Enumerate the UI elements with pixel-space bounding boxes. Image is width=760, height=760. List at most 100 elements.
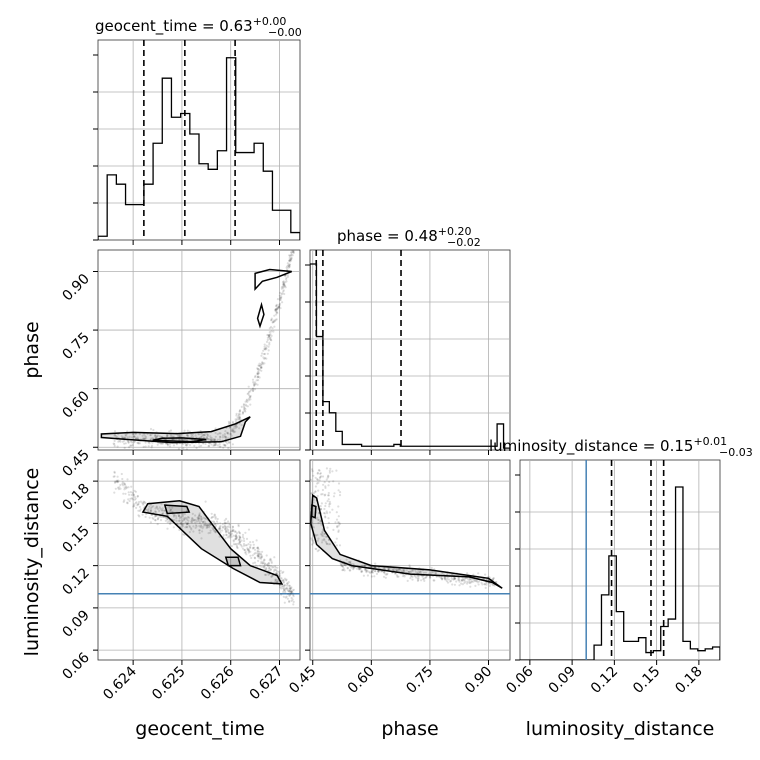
sample-point bbox=[256, 554, 259, 557]
sample-point bbox=[347, 560, 350, 564]
sample-point bbox=[279, 307, 282, 310]
sample-point bbox=[223, 522, 227, 525]
sample-point bbox=[244, 544, 247, 547]
sample-point bbox=[322, 535, 325, 538]
sample-point bbox=[441, 577, 444, 581]
sample-point bbox=[263, 564, 266, 567]
sample-point bbox=[158, 506, 161, 509]
sample-point bbox=[234, 424, 237, 427]
sample-point bbox=[251, 547, 255, 550]
sample-point bbox=[126, 502, 129, 505]
sample-point bbox=[288, 254, 291, 257]
sample-point bbox=[321, 539, 324, 542]
sample-point bbox=[401, 575, 405, 578]
sample-point bbox=[277, 305, 280, 308]
sample-point bbox=[226, 536, 229, 539]
sample-point bbox=[227, 447, 230, 450]
sample-point bbox=[149, 427, 153, 431]
sample-point bbox=[184, 521, 187, 524]
sample-point bbox=[252, 562, 255, 565]
sample-point bbox=[166, 434, 169, 437]
panel-luminosity-distance-hist bbox=[519, 459, 721, 661]
sample-point bbox=[282, 590, 285, 594]
sample-point bbox=[275, 308, 278, 311]
sample-point bbox=[342, 567, 345, 570]
sample-point bbox=[269, 325, 273, 329]
sample-point bbox=[468, 579, 471, 583]
sample-point bbox=[364, 568, 367, 571]
sample-point bbox=[339, 491, 342, 494]
sample-point bbox=[214, 516, 217, 519]
contour-core bbox=[224, 556, 242, 567]
sample-point bbox=[240, 424, 243, 427]
sample-point bbox=[243, 409, 246, 412]
sample-point bbox=[402, 568, 405, 571]
sample-point bbox=[423, 579, 426, 583]
sample-point bbox=[280, 286, 283, 289]
sample-point bbox=[290, 256, 293, 259]
sample-point bbox=[137, 502, 140, 505]
sample-point bbox=[197, 518, 200, 521]
sample-point bbox=[331, 508, 334, 511]
sample-point bbox=[259, 366, 262, 369]
title-phase: phase = 0.48+0.20 bbox=[337, 225, 472, 245]
sample-point bbox=[402, 570, 405, 573]
sample-point bbox=[113, 439, 116, 443]
sample-point bbox=[178, 519, 181, 522]
sample-point bbox=[187, 516, 191, 519]
sample-point bbox=[282, 579, 285, 582]
sample-point bbox=[335, 469, 338, 472]
sample-point bbox=[178, 514, 181, 517]
sample-point bbox=[272, 565, 275, 569]
sample-point bbox=[185, 448, 188, 450]
y-tick-label: 0.75 bbox=[59, 330, 92, 363]
sample-point bbox=[126, 478, 129, 481]
sample-point bbox=[263, 559, 266, 562]
sample-point bbox=[241, 411, 245, 414]
sample-point bbox=[198, 512, 201, 515]
sample-point bbox=[286, 582, 289, 585]
sample-point bbox=[137, 441, 140, 444]
sample-point bbox=[191, 517, 194, 520]
sample-point bbox=[244, 551, 247, 554]
sample-point bbox=[358, 567, 361, 570]
sample-point bbox=[278, 304, 281, 307]
sample-point bbox=[326, 476, 329, 479]
sample-point bbox=[263, 345, 266, 348]
sample-point bbox=[417, 575, 420, 578]
sample-point bbox=[173, 518, 176, 522]
sample-point bbox=[365, 569, 368, 572]
sample-point bbox=[145, 437, 148, 440]
sample-point bbox=[198, 433, 201, 436]
sample-point bbox=[184, 438, 187, 441]
sample-point bbox=[223, 436, 226, 439]
sample-point bbox=[256, 372, 259, 375]
sample-point bbox=[443, 577, 447, 580]
sample-point bbox=[352, 566, 355, 569]
sample-point bbox=[235, 536, 239, 539]
sample-point bbox=[399, 569, 402, 572]
sample-point bbox=[290, 586, 293, 589]
sample-point bbox=[213, 443, 216, 447]
sample-point bbox=[227, 420, 230, 423]
sample-point bbox=[314, 547, 317, 550]
sample-point bbox=[251, 388, 254, 391]
sample-point bbox=[218, 527, 221, 530]
sample-point bbox=[200, 516, 203, 519]
sample-point bbox=[411, 569, 414, 573]
sample-point bbox=[228, 523, 231, 526]
sample-point bbox=[441, 578, 444, 581]
sample-point bbox=[290, 253, 293, 256]
sample-point bbox=[229, 530, 232, 534]
sample-point bbox=[247, 543, 250, 546]
sample-point bbox=[201, 530, 204, 533]
sample-point bbox=[234, 418, 237, 421]
sample-point bbox=[144, 515, 147, 519]
sample-point bbox=[249, 398, 252, 401]
sample-point bbox=[281, 292, 284, 295]
sample-point bbox=[191, 519, 194, 522]
sample-point bbox=[285, 579, 288, 582]
sample-point bbox=[292, 593, 295, 597]
sample-point bbox=[239, 540, 242, 543]
sample-point bbox=[198, 517, 201, 520]
